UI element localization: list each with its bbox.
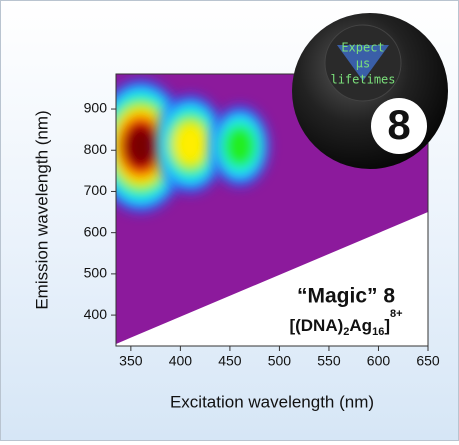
peak-contour [123, 123, 159, 169]
y-axis-title: Emission wavelength (nm) [32, 110, 51, 309]
formula-part: ] [384, 316, 390, 335]
y-tick-label: 600 [84, 223, 108, 239]
annotation-title: “Magic” 8 [297, 285, 395, 308]
peak-contour [172, 121, 208, 167]
magic-ball: 8 [292, 13, 448, 169]
formula-part: [(DNA) [289, 316, 343, 335]
y-tick-label: 700 [84, 182, 108, 198]
annotation-formula: [(DNA)2Ag16]8+ [289, 308, 402, 338]
x-axis-title: Excitation wavelength (nm) [170, 392, 374, 411]
y-tick-label: 800 [84, 141, 108, 157]
ball-message: lifetimes [330, 73, 395, 87]
peak-contour [222, 123, 258, 169]
x-tick-label: 550 [317, 353, 341, 369]
x-tick-label: 600 [367, 353, 391, 369]
x-tick-label: 400 [169, 353, 193, 369]
ball-message: Expect [341, 41, 384, 55]
formula-part: 16 [372, 326, 384, 338]
x-tick-label: 450 [218, 353, 242, 369]
plot-frame [115, 73, 429, 347]
ball-message: μs [356, 57, 370, 71]
emission-peak [155, 95, 225, 193]
x-tick-label: 650 [416, 353, 440, 369]
formula-part: 8+ [390, 308, 403, 320]
formula-part: 2 [343, 326, 349, 338]
y-tick-label: 900 [84, 100, 108, 116]
formula-part: Ag [349, 316, 372, 335]
ball-triangle [337, 45, 389, 81]
y-tick-label: 500 [84, 265, 108, 281]
masked-region [116, 212, 428, 346]
x-tick-label: 350 [119, 353, 143, 369]
x-tick-label: 500 [268, 353, 292, 369]
emission-peak [210, 106, 269, 187]
ball-label [371, 98, 427, 154]
y-tick-label: 400 [84, 306, 108, 322]
ball-number: 8 [387, 101, 410, 148]
